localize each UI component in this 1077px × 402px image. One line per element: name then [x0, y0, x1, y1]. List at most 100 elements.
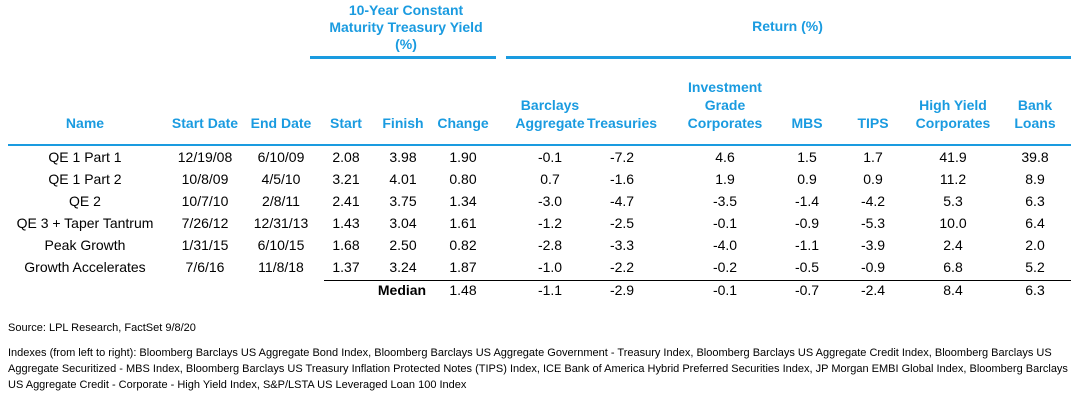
cell-investment-grade-corporates: 4.6 — [715, 149, 735, 165]
column-header-line: Start Date — [171, 115, 239, 131]
cell-start-date: 7/26/12 — [181, 215, 229, 231]
column-header-start-yield: Start — [323, 60, 369, 132]
cell-start-yield: 1.43 — [332, 215, 360, 231]
cell-name: QE 3 + Taper Tantrum — [16, 215, 154, 231]
median-rule — [324, 280, 1071, 281]
column-header-line: Grade — [704, 97, 746, 113]
cell-end-date: 2/8/11 — [262, 193, 300, 209]
cell-high-yield-corporates: 2.4 — [943, 237, 963, 253]
cell-bank-loans: 2.0 — [1025, 237, 1045, 253]
column-header-tips: TIPS — [845, 60, 901, 132]
cell-treasuries: -4.7 — [609, 193, 635, 209]
cell-start-yield: 1.37 — [332, 259, 360, 275]
column-header-mbs: MBS — [782, 60, 832, 132]
cell-bank-loans: 5.2 — [1025, 259, 1045, 275]
cell-mbs: -1.4 — [794, 193, 820, 209]
table-row: Growth Accelerates 7/6/16 11/8/18 1.37 3.24 1… — [0, 256, 1077, 278]
column-header-line: Barclays — [520, 97, 580, 113]
column-header-bank-loans: Bank Loans — [1006, 60, 1064, 132]
median-mbs: -0.7 — [794, 282, 820, 298]
column-header-line: Loans — [1014, 115, 1056, 131]
cell-tips: 1.7 — [863, 149, 883, 165]
cell-yield-change: 1.90 — [449, 149, 477, 165]
yield-group-line-2: Maturity Treasury Yield — [329, 19, 483, 35]
cell-investment-grade-corporates: -0.2 — [712, 259, 738, 275]
column-header-start-date: Start Date — [165, 60, 245, 132]
cell-investment-grade-corporates: -3.5 — [712, 193, 738, 209]
return-group-header: Return (%) — [752, 18, 823, 34]
cell-end-date: 11/8/18 — [258, 259, 304, 275]
cell-mbs: -1.1 — [794, 237, 820, 253]
median-barclays-aggregate: -1.1 — [537, 282, 563, 298]
column-header-line: Finish — [382, 115, 424, 131]
cell-investment-grade-corporates: 1.9 — [715, 171, 735, 187]
cell-treasuries: -2.2 — [609, 259, 635, 275]
cell-yield-change: 1.87 — [449, 259, 477, 275]
table-row: QE 1 Part 2 10/8/09 4/5/10 3.21 4.01 0.80 0.7 -… — [0, 168, 1077, 190]
cell-yield-change: 1.61 — [449, 215, 477, 231]
column-header-line: Treasuries — [586, 115, 658, 131]
cell-bank-loans: 39.8 — [1021, 149, 1049, 165]
cell-tips: -5.3 — [860, 215, 886, 231]
cell-investment-grade-corporates: -4.0 — [712, 237, 738, 253]
cell-mbs: -0.9 — [794, 215, 820, 231]
header-underline — [8, 144, 1071, 146]
cell-finish-yield: 4.01 — [389, 171, 417, 187]
table-row: QE 2 10/7/10 2/8/11 2.41 3.75 1.34 -3.0 -4.7 -3.… — [0, 190, 1077, 212]
column-header-line: Aggregate — [515, 115, 585, 131]
table-row: Peak Growth 1/31/15 6/10/15 1.68 2.50 0.82 -2.… — [0, 234, 1077, 256]
column-header-barclays-aggregate: Barclays Aggregate — [505, 60, 595, 132]
cell-mbs: 1.5 — [797, 149, 817, 165]
indexes-note: Indexes (from left to right): Bloomberg … — [8, 347, 1068, 391]
cell-yield-change: 0.82 — [449, 237, 477, 253]
yield-group-line-1: 10-Year Constant — [348, 2, 464, 18]
yield-group-underline — [310, 56, 496, 59]
median-bank-loans: 6.3 — [1025, 282, 1045, 298]
column-header-yield-change: Change — [432, 60, 494, 132]
yield-group-line-3: (%) — [395, 36, 417, 52]
column-header-line: Corporates — [687, 115, 763, 131]
column-header-line: TIPS — [857, 115, 889, 131]
cell-investment-grade-corporates: -0.1 — [712, 215, 738, 231]
cell-high-yield-corporates: 10.0 — [939, 215, 967, 231]
cell-start-yield: 2.08 — [332, 149, 360, 165]
cell-finish-yield: 2.50 — [389, 237, 417, 253]
cell-start-date: 1/31/15 — [181, 237, 229, 253]
cell-name: QE 1 Part 1 — [48, 149, 122, 165]
cell-tips: 0.9 — [863, 171, 883, 187]
column-header-line: Name — [65, 115, 105, 131]
column-header-line: Start — [330, 115, 362, 131]
cell-end-date: 6/10/09 — [257, 149, 305, 165]
cell-end-date: 6/10/15 — [257, 237, 305, 253]
cell-barclays-aggregate: -2.8 — [537, 237, 563, 253]
cell-treasuries: -7.2 — [609, 149, 635, 165]
cell-end-date: 4/5/10 — [261, 171, 301, 187]
source-note: Source: LPL Research, FactSet 9/8/20 — [8, 322, 196, 334]
cell-barclays-aggregate: -1.0 — [537, 259, 563, 275]
cell-start-date: 10/8/09 — [181, 171, 229, 187]
cell-bank-loans: 6.3 — [1025, 193, 1045, 209]
cell-name: Growth Accelerates — [24, 259, 146, 275]
cell-treasuries: -1.6 — [609, 171, 635, 187]
cell-mbs: 0.9 — [797, 171, 817, 187]
cell-finish-yield: 3.98 — [389, 149, 417, 165]
cell-tips: -4.2 — [860, 193, 886, 209]
cell-bank-loans: 6.4 — [1025, 215, 1045, 231]
cell-finish-yield: 3.04 — [389, 215, 417, 231]
median-tips: -2.4 — [860, 282, 886, 298]
cell-barclays-aggregate: -3.0 — [537, 193, 563, 209]
cell-start-yield: 3.21 — [332, 171, 360, 187]
cell-high-yield-corporates: 11.2 — [939, 171, 967, 187]
cell-yield-change: 1.34 — [449, 193, 477, 209]
column-header-line: End Date — [250, 115, 312, 131]
median-high-yield-corporates: 8.4 — [943, 282, 963, 298]
cell-start-date: 7/6/16 — [185, 259, 225, 275]
cell-mbs: -0.5 — [794, 259, 820, 275]
table-row: QE 1 Part 1 12/19/08 6/10/09 2.08 3.98 1.90 -0… — [0, 146, 1077, 168]
yield-group-header: 10-Year Constant Maturity Treasury Yield… — [316, 2, 496, 53]
column-header-line: MBS — [791, 115, 823, 131]
cell-barclays-aggregate: -1.2 — [537, 215, 563, 231]
cell-end-date: 12/31/13 — [253, 215, 309, 231]
cell-tips: -3.9 — [860, 237, 886, 253]
column-header-line: High Yield — [919, 97, 987, 113]
